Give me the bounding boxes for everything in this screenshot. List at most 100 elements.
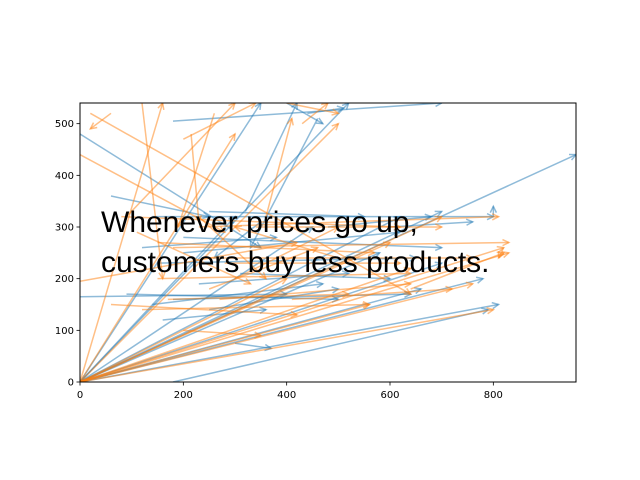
series-2-arrowhead-21 — [502, 238, 511, 247]
series-1-arrowhead-34 — [465, 218, 475, 226]
series-2-segment-3 — [80, 252, 510, 382]
series-2-arrowhead-12 — [228, 132, 236, 142]
series-2-segment-39 — [183, 329, 261, 337]
series-2-arrowhead-43 — [259, 271, 268, 280]
series-1-segment-11 — [80, 226, 313, 382]
series-2-segment-4 — [80, 267, 411, 382]
series-2-segment-16 — [141, 103, 164, 279]
x-tick-label-200: 200 — [174, 390, 193, 401]
series-2-arrowhead-10 — [279, 277, 289, 285]
series-2-arrowhead-5 — [331, 122, 340, 131]
series-2-segment-12 — [80, 133, 236, 382]
series-2-arrowhead-9 — [157, 103, 165, 111]
series-2-segment-42 — [291, 288, 453, 301]
series-1-arrowhead-33 — [315, 280, 325, 289]
series-1-segment-15 — [80, 133, 262, 249]
y-tick-label-500: 500 — [55, 119, 74, 130]
series-2-segment-30 — [265, 118, 293, 217]
y-tick-label-400: 400 — [55, 171, 74, 182]
series-1-arrowhead-1 — [568, 153, 576, 161]
series-2-segment-29 — [301, 103, 329, 125]
series-2-segment-17 — [182, 103, 257, 140]
series-1-arrowhead-3 — [475, 276, 485, 284]
series-2-arrowhead-31 — [176, 219, 184, 229]
series-2-segment-7 — [80, 241, 391, 382]
annotation-line-2: customers buy less products. — [101, 246, 490, 279]
series-2-segment-19 — [121, 215, 401, 228]
series-1-segment-33 — [152, 283, 323, 306]
series-2-arrowhead-29 — [321, 103, 329, 110]
series-2-arrowhead-40 — [393, 259, 403, 267]
series-2-arrowhead-28 — [331, 108, 341, 116]
series-2-segment-31 — [177, 113, 216, 228]
series-1-segment-34 — [389, 221, 473, 228]
series-2-arrowhead-33 — [497, 250, 505, 260]
series-2-segment-43 — [198, 216, 267, 280]
series-2-segment-36 — [136, 231, 251, 285]
series-2-segment-27 — [125, 103, 236, 218]
y-tick-label-0: 0 — [68, 378, 74, 389]
series-1-arrowhead-24 — [291, 103, 298, 111]
series-2-arrowhead-20 — [491, 213, 501, 221]
series-1-segment-26 — [249, 118, 319, 249]
series-2-arrowhead-41 — [367, 248, 377, 257]
series-2-arrowhead-15 — [403, 287, 413, 296]
y-tick-label-300: 300 — [55, 223, 74, 234]
axes-layer: 0 200 400 600 800 0 100 200 300 400 500 — [55, 119, 503, 401]
series-2-segment-26 — [110, 303, 298, 316]
series-2-segment-41 — [157, 241, 375, 254]
series-2-arrowhead-42 — [445, 285, 454, 294]
series-1-segment-24 — [244, 103, 298, 212]
series-1-arrowhead-30 — [269, 234, 279, 242]
series-2-arrowhead-39 — [254, 331, 263, 339]
series-1-arrowhead-39 — [357, 212, 366, 221]
series-2-segment-38 — [208, 246, 318, 290]
series-2-arrowhead-34 — [88, 122, 98, 130]
series-2-segment-15 — [89, 112, 412, 295]
series-1-arrowhead-22 — [315, 117, 325, 125]
series-2-segment-21 — [172, 241, 509, 249]
series-2-arrowhead-25 — [362, 300, 372, 309]
x-tick-label-0: 0 — [77, 390, 83, 401]
series-2-segment-32 — [410, 252, 504, 290]
series-2-arrowhead-14 — [217, 226, 227, 233]
x-tick-label-600: 600 — [380, 390, 399, 401]
series-1-arrowhead-6 — [254, 103, 262, 111]
series-2-segment-5 — [80, 123, 339, 382]
series-1-arrowhead-23 — [336, 105, 346, 113]
series-2-arrowhead-3 — [501, 250, 511, 259]
series-2-segment-13 — [80, 241, 298, 282]
series-2-segment-45 — [234, 226, 339, 259]
series-1-segment-39 — [209, 210, 365, 218]
series-2-arrowhead-44 — [403, 280, 413, 289]
series-2-segment-8 — [80, 283, 473, 382]
x-tick-label-400: 400 — [277, 390, 296, 401]
series-1-arrowhead-2 — [341, 103, 350, 110]
series-1-arrowhead-4 — [434, 210, 444, 218]
series-1-segment-36 — [183, 231, 401, 254]
series-2-segment-11 — [80, 303, 370, 382]
series-2-segment-9 — [80, 103, 164, 382]
plot-frame — [79, 102, 577, 383]
series-2-arrowhead-45 — [233, 225, 243, 233]
series-1-segment-35 — [213, 221, 262, 259]
series-2-segment-23 — [157, 272, 411, 280]
series-1-arrowhead-27 — [489, 204, 498, 213]
series-1-arrowhead-10 — [434, 261, 444, 269]
series-2-segment-10 — [80, 277, 288, 382]
series-1-arrowhead-5 — [491, 301, 501, 310]
series-2-segment-28 — [286, 103, 339, 115]
series-1-segment-16 — [172, 103, 442, 122]
series-2-arrowhead-22 — [466, 254, 475, 262]
series-2-segment-20 — [198, 215, 499, 228]
series-1-arrowhead-19 — [434, 243, 444, 252]
series-2-arrowhead-27 — [228, 103, 236, 110]
series-2-arrowhead-23 — [403, 269, 413, 278]
annotation: Whenever prices go up, customers buy les… — [101, 206, 490, 279]
series-1-segment-13 — [172, 308, 489, 382]
series-1-arrowhead-13 — [481, 307, 490, 315]
series-2-segment-33 — [497, 247, 505, 259]
annotation-line-1: Whenever prices go up, — [101, 206, 418, 239]
series-1-segment-32 — [234, 342, 272, 350]
